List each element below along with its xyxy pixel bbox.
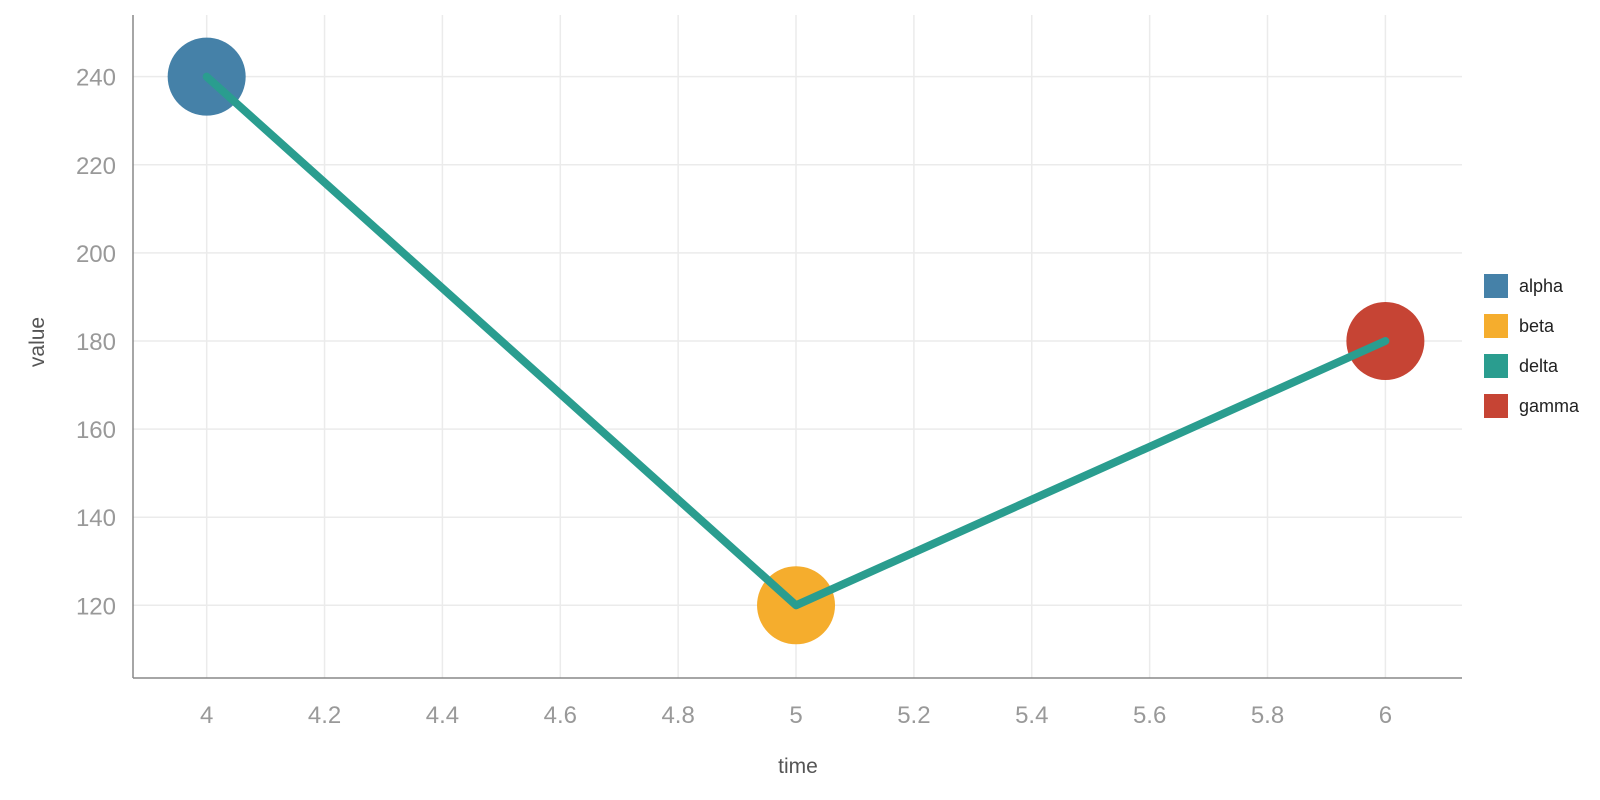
legend: alpha beta delta gamma xyxy=(1484,274,1580,418)
legend-swatch-gamma xyxy=(1484,394,1508,418)
x-tick-label: 5.6 xyxy=(1133,702,1166,729)
plot-area xyxy=(167,37,1425,645)
x-tick-label: 4.2 xyxy=(308,702,341,729)
legend-label-delta: delta xyxy=(1519,356,1559,376)
x-tick-label: 4.8 xyxy=(661,702,694,729)
x-axis-title: time xyxy=(778,755,818,778)
y-tick-label: 180 xyxy=(76,329,116,356)
y-tick-label: 160 xyxy=(76,417,116,444)
axes xyxy=(132,15,1462,679)
legend-label-gamma: gamma xyxy=(1519,396,1580,416)
y-tick-label: 140 xyxy=(76,505,116,532)
x-tick-label: 5 xyxy=(789,702,802,729)
x-tick-label: 4.4 xyxy=(426,702,459,729)
y-tick-label: 200 xyxy=(76,241,116,268)
x-tick-label: 5.4 xyxy=(1015,702,1048,729)
legend-swatch-beta xyxy=(1484,314,1508,338)
y-tick-label: 240 xyxy=(76,65,116,92)
y-tick-label: 120 xyxy=(76,593,116,620)
legend-swatch-delta xyxy=(1484,354,1508,378)
x-tick-label: 5.2 xyxy=(897,702,930,729)
legend-label-alpha: alpha xyxy=(1519,276,1564,296)
legend-label-beta: beta xyxy=(1519,316,1555,336)
x-tick-label: 5.8 xyxy=(1251,702,1284,729)
x-tick-label: 4.6 xyxy=(544,702,577,729)
tick-labels: 4 4.2 4.4 4.6 4.8 5 5.2 5.4 5.6 5.8 6 120 140 160 180 2… xyxy=(76,65,1392,729)
legend-swatch-alpha xyxy=(1484,274,1508,298)
grid xyxy=(133,15,1462,678)
line-delta xyxy=(202,72,1390,610)
y-axis-title: value xyxy=(26,317,49,367)
y-tick-label: 220 xyxy=(76,153,116,180)
x-tick-label: 4 xyxy=(200,702,213,729)
x-tick-label: 6 xyxy=(1379,702,1392,729)
